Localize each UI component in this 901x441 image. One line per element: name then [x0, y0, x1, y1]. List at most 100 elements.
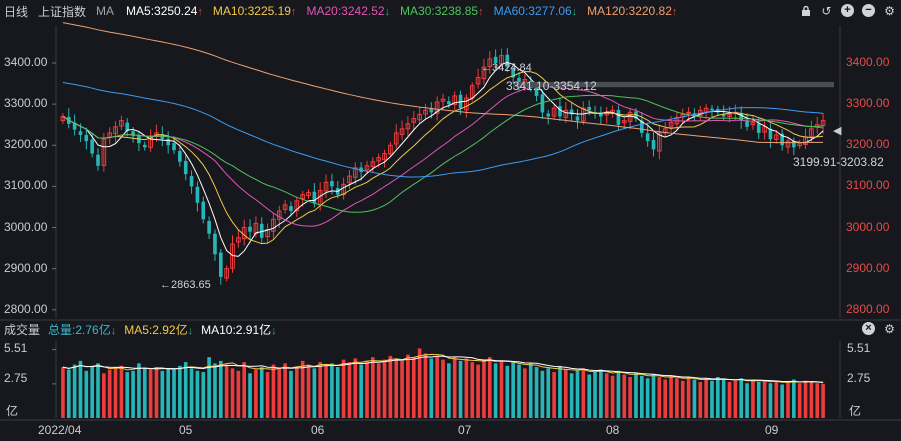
price-tick-label-right: 2800.00 [846, 301, 890, 316]
volume-bar [686, 377, 691, 418]
volume-bar [341, 359, 346, 418]
volume-bar [394, 358, 399, 418]
volume-bar [599, 369, 603, 418]
volume-bar [768, 383, 773, 418]
candle-up [236, 237, 241, 243]
ma120-line [62, 22, 824, 144]
candle-up [434, 101, 440, 114]
zoom-out-icon[interactable]: − [861, 3, 876, 18]
period-selector[interactable]: 日线 [4, 4, 29, 19]
candle-up [475, 76, 481, 85]
volume-bar [657, 377, 662, 418]
candle-up [820, 120, 826, 127]
candle-up [657, 132, 662, 152]
volume-ma10-line [62, 355, 824, 383]
candle-down [218, 252, 223, 277]
candle-up [727, 113, 732, 117]
lock-icon[interactable] [798, 3, 813, 18]
ma-label[interactable]: MA [96, 4, 115, 18]
candle-down [792, 141, 796, 148]
x-label-aug: 08 [606, 423, 620, 437]
volume-bar [604, 373, 609, 418]
volume-bar [645, 378, 650, 418]
ma60-line [62, 82, 824, 178]
volume-bar [259, 367, 264, 418]
volume-bar [622, 374, 627, 418]
arrow-down-icon: ↓ [271, 324, 277, 337]
volume-bar [230, 368, 235, 418]
zoom-in-icon[interactable]: + [840, 3, 855, 18]
volume-bar [84, 370, 89, 418]
candle-up [119, 120, 124, 127]
candle-down [546, 113, 551, 117]
price-tick-label: 3200.00 [4, 137, 48, 152]
volume-bar [546, 368, 551, 418]
volume-bar [271, 364, 276, 418]
volume-bar [224, 364, 229, 418]
candle-up [551, 107, 557, 117]
volume-bar [511, 362, 515, 418]
candle-up [785, 140, 791, 148]
volume-bar [300, 360, 305, 418]
candle-up [393, 132, 399, 145]
arrow-up-icon: ↑ [478, 6, 484, 18]
candle-down [90, 139, 94, 154]
volume-bar [751, 379, 755, 418]
volume-bar [148, 369, 153, 418]
x-label-may: 05 [179, 423, 193, 437]
volume-bar [663, 379, 668, 418]
candle-up [809, 128, 814, 138]
volume-bar [528, 363, 533, 418]
volume-bar [376, 363, 381, 418]
volume-bar [312, 368, 317, 418]
volume-bar [692, 379, 697, 418]
ma20-value: MA20:3242.52↓ [306, 4, 391, 18]
candle-down [248, 226, 252, 232]
range-top-label: 3341.10-3354.12 [506, 79, 597, 93]
ma60-value: MA60:3277.06↓ [493, 4, 578, 18]
candle-up [323, 181, 329, 192]
volume-bar [540, 370, 545, 418]
ma120-value: MA120:3220.82↑ [587, 4, 678, 18]
candle-down [84, 134, 89, 142]
candle-up [352, 167, 358, 178]
volume-bar [277, 368, 282, 418]
volume-ma5: MA5:2.92亿↓ [124, 322, 194, 337]
volume-bar [207, 357, 211, 418]
volume-bar [786, 381, 790, 418]
volume-bar [639, 375, 644, 418]
candle-down [599, 112, 603, 117]
volume-bar [78, 360, 83, 418]
ma10-line [62, 71, 824, 245]
price-tick-label-right: 2900.00 [846, 260, 890, 275]
candle-down [616, 109, 621, 125]
volume-bar [189, 368, 194, 418]
close-icon[interactable]: × [861, 321, 876, 336]
candle-up [481, 66, 487, 80]
ma20-line [62, 85, 824, 227]
volume-bar [113, 368, 118, 418]
volume-bar [651, 374, 656, 418]
candle-down [493, 56, 498, 64]
price-tick-label-right: 3200.00 [846, 137, 890, 152]
candle-up [370, 161, 376, 168]
volume-bar [780, 384, 784, 418]
volume-bar [745, 383, 749, 418]
gear-icon[interactable]: ⚙ [884, 3, 895, 18]
candle-down [207, 220, 211, 234]
volume-bar [388, 355, 393, 418]
volume-bar [470, 362, 475, 418]
volume-bar [710, 380, 714, 418]
volume-bar [721, 379, 726, 418]
volume-tick-mid: 2.75 [4, 371, 28, 385]
candle-down [195, 186, 200, 203]
candle-down [178, 151, 182, 162]
gear-icon[interactable]: ⚙ [884, 321, 895, 336]
candle-down [756, 123, 761, 133]
undo-icon[interactable]: ↺ [821, 3, 832, 18]
candle-up [563, 109, 569, 118]
volume-bar [716, 377, 720, 418]
ma30-value: MA30:3238.85↑ [400, 4, 484, 18]
price-tick-label: 3400.00 [4, 55, 48, 69]
